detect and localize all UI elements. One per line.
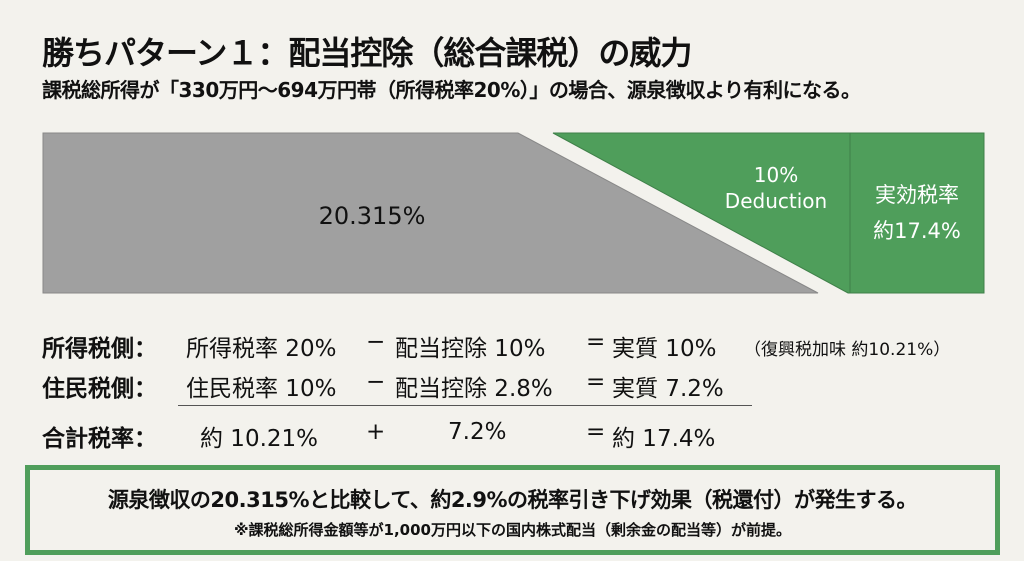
page-subtitle: 課税総所得が「330万円〜694万円帯（所得税率20%）」の場合、源泉徴収より有… <box>42 78 861 102</box>
resident-tax-label: 住民税側： <box>42 376 157 402</box>
resident-tax-result: 実質 7.2% <box>612 376 724 402</box>
total-rate-label: 合計税率： <box>42 426 157 452</box>
withholding-label: 20.315% <box>319 202 426 230</box>
total-resident-tax: 7.2% <box>448 419 507 445</box>
effective-label-line2: 約17.4% <box>873 219 961 243</box>
equals-operator: = <box>586 329 606 355</box>
conclusion-footnote: ※課税総所得金額等が1,000万円以下の国内株式配当（剰余金の配当等）が前提。 <box>233 521 792 539</box>
total-income-tax: 約 10.21% <box>200 426 319 452</box>
withholding-block <box>42 132 819 294</box>
minus-operator: − <box>366 329 386 355</box>
effective-rate-block <box>849 132 985 294</box>
plus-operator: + <box>366 419 386 445</box>
page-title: 勝ちパターン１：配当控除（総合課税）の威力 <box>42 34 692 72</box>
income-tax-label: 所得税側： <box>42 336 157 362</box>
deduction-label-line1: 10% <box>754 163 798 187</box>
equals-operator: = <box>586 369 606 395</box>
tax-rate-diagram: 20.315% 10% Deduction 実効税率 約17.4% <box>42 132 985 294</box>
total-rate-result: 約 17.4% <box>612 426 716 452</box>
sum-divider <box>178 405 752 406</box>
income-tax-result: 実質 10% <box>612 336 717 362</box>
resident-tax-deduction: 配当控除 2.8% <box>395 376 553 402</box>
deduction-label-line2: Deduction <box>725 189 827 213</box>
income-tax-rate: 所得税率 20% <box>186 336 337 362</box>
effective-label-line1: 実効税率 <box>875 183 959 207</box>
reconstruction-tax-note: （復興税加味 約10.21%） <box>744 340 951 360</box>
income-tax-deduction: 配当控除 10% <box>395 336 546 362</box>
equals-operator: = <box>586 419 606 445</box>
minus-operator: − <box>366 369 386 395</box>
conclusion-text: 源泉徴収の20.315%と比較して、約2.9%の税率引き下げ効果（税還付）が発生… <box>107 488 918 512</box>
resident-tax-rate: 住民税率 10% <box>186 376 337 402</box>
conclusion-box: 源泉徴収の20.315%と比較して、約2.9%の税率引き下げ効果（税還付）が発生… <box>25 465 1000 555</box>
